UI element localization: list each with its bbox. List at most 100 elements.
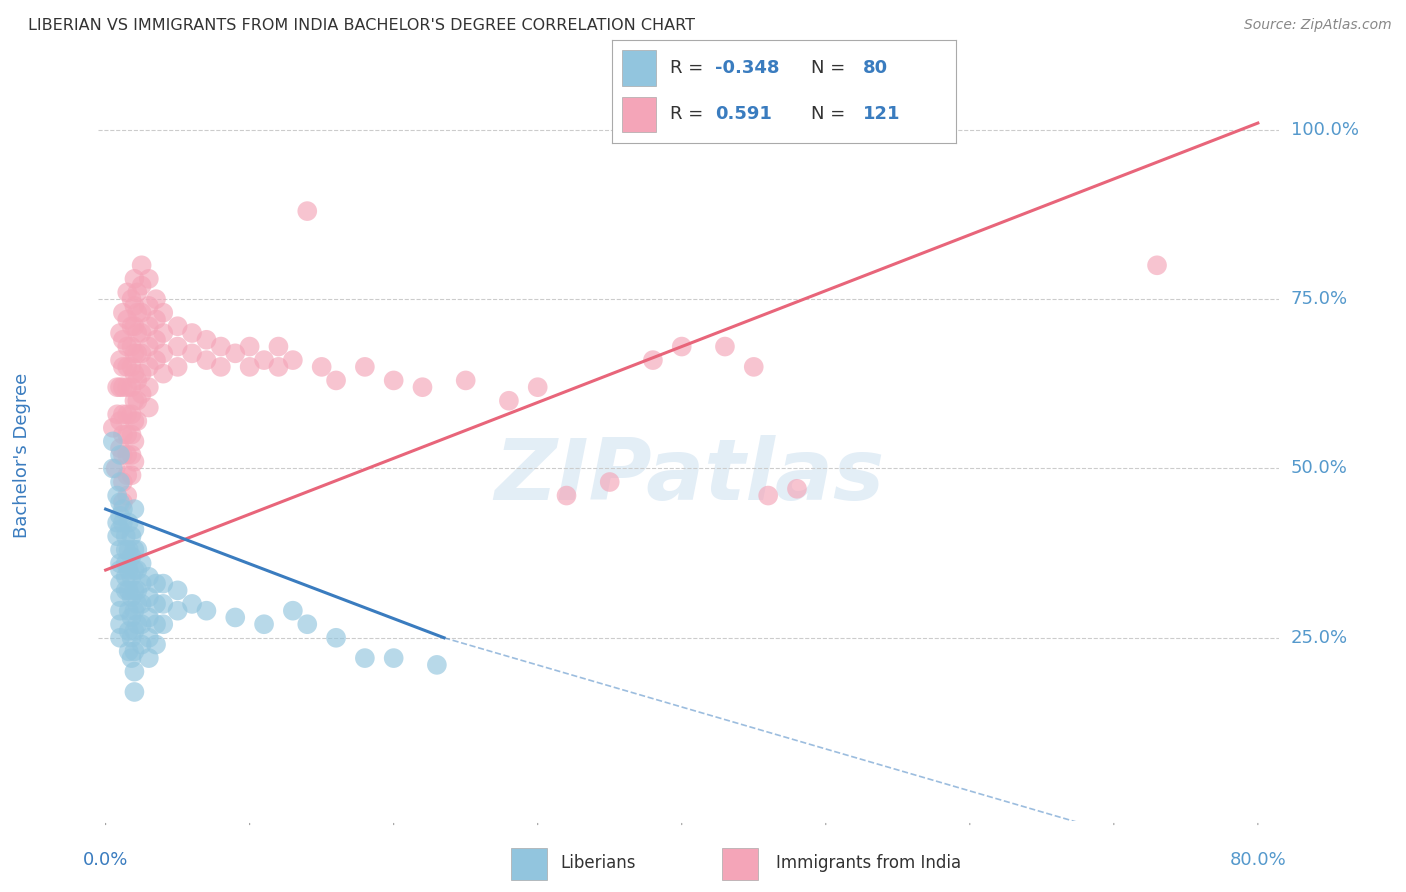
Point bbox=[124, 563, 146, 577]
Point bbox=[105, 407, 128, 421]
Point bbox=[115, 407, 138, 421]
Point bbox=[127, 597, 149, 611]
Point bbox=[127, 346, 149, 360]
Point bbox=[152, 576, 174, 591]
Text: 121: 121 bbox=[863, 105, 901, 123]
Point bbox=[124, 604, 146, 618]
Point bbox=[108, 542, 131, 557]
Point bbox=[786, 482, 808, 496]
Point bbox=[131, 367, 153, 381]
FancyBboxPatch shape bbox=[621, 96, 657, 132]
Point bbox=[111, 495, 134, 509]
Point bbox=[526, 380, 548, 394]
Point bbox=[114, 542, 136, 557]
Text: 25.0%: 25.0% bbox=[1291, 629, 1348, 647]
Point bbox=[124, 523, 146, 537]
Point bbox=[124, 665, 146, 679]
Point bbox=[111, 380, 134, 394]
Point bbox=[152, 597, 174, 611]
Point bbox=[124, 272, 146, 286]
Text: 50.0%: 50.0% bbox=[1291, 459, 1347, 477]
Point bbox=[325, 373, 347, 387]
Point bbox=[166, 319, 188, 334]
Point bbox=[127, 393, 149, 408]
Point bbox=[127, 583, 149, 598]
Text: R =: R = bbox=[671, 105, 714, 123]
Point bbox=[124, 434, 146, 449]
Point bbox=[108, 448, 131, 462]
Point bbox=[118, 542, 141, 557]
Point bbox=[166, 340, 188, 354]
Point bbox=[115, 359, 138, 374]
Point bbox=[124, 624, 146, 638]
Point bbox=[131, 258, 153, 272]
Point bbox=[115, 468, 138, 483]
Point bbox=[114, 583, 136, 598]
Point bbox=[127, 617, 149, 632]
Point bbox=[138, 272, 160, 286]
Point bbox=[127, 414, 149, 428]
Point bbox=[267, 340, 290, 354]
Point bbox=[121, 570, 143, 584]
Point bbox=[131, 597, 153, 611]
Point bbox=[145, 333, 167, 347]
Point bbox=[131, 306, 153, 320]
Text: Liberians: Liberians bbox=[560, 854, 636, 872]
Point bbox=[115, 448, 138, 462]
Text: Source: ZipAtlas.com: Source: ZipAtlas.com bbox=[1244, 18, 1392, 32]
Point bbox=[145, 617, 167, 632]
Point bbox=[121, 529, 143, 543]
Point bbox=[145, 597, 167, 611]
Point bbox=[127, 326, 149, 340]
Point bbox=[152, 617, 174, 632]
Point bbox=[105, 380, 128, 394]
Point bbox=[111, 407, 134, 421]
Point bbox=[145, 353, 167, 368]
Text: LIBERIAN VS IMMIGRANTS FROM INDIA BACHELOR'S DEGREE CORRELATION CHART: LIBERIAN VS IMMIGRANTS FROM INDIA BACHEL… bbox=[28, 18, 695, 33]
Text: 0.0%: 0.0% bbox=[83, 851, 128, 869]
Point bbox=[108, 495, 131, 509]
Point bbox=[124, 455, 146, 469]
Point bbox=[145, 576, 167, 591]
Point bbox=[111, 502, 134, 516]
Point bbox=[671, 340, 693, 354]
Point bbox=[115, 427, 138, 442]
Point bbox=[118, 604, 141, 618]
Point bbox=[253, 353, 276, 368]
Point bbox=[108, 631, 131, 645]
Point bbox=[239, 340, 262, 354]
Point bbox=[121, 319, 143, 334]
Point bbox=[121, 427, 143, 442]
Point bbox=[641, 353, 664, 368]
Point bbox=[714, 340, 737, 354]
Point bbox=[118, 516, 141, 530]
Point bbox=[138, 631, 160, 645]
Point bbox=[498, 393, 520, 408]
Point bbox=[124, 367, 146, 381]
Text: 100.0%: 100.0% bbox=[1291, 120, 1358, 139]
Point bbox=[224, 610, 246, 624]
Point bbox=[124, 414, 146, 428]
Point bbox=[101, 421, 124, 435]
Point bbox=[382, 651, 405, 665]
Point bbox=[121, 380, 143, 394]
Point bbox=[354, 359, 377, 374]
Point bbox=[152, 306, 174, 320]
Point bbox=[166, 583, 188, 598]
Point bbox=[121, 631, 143, 645]
FancyBboxPatch shape bbox=[723, 848, 758, 880]
Point bbox=[124, 542, 146, 557]
Point bbox=[108, 563, 131, 577]
Point bbox=[599, 475, 621, 489]
Text: R =: R = bbox=[671, 59, 709, 77]
Point bbox=[382, 373, 405, 387]
Point bbox=[108, 617, 131, 632]
Point bbox=[297, 204, 319, 219]
Point bbox=[108, 556, 131, 570]
Point bbox=[108, 326, 131, 340]
Point bbox=[281, 604, 304, 618]
Point bbox=[121, 590, 143, 604]
Point bbox=[325, 631, 347, 645]
Point bbox=[131, 278, 153, 293]
Point bbox=[181, 346, 204, 360]
